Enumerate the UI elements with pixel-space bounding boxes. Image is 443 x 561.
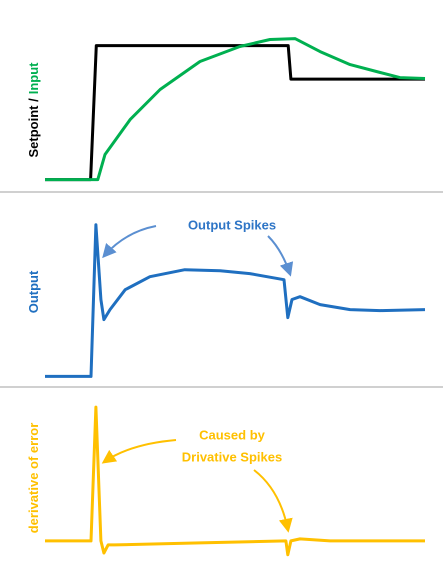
- data-line: [45, 44, 425, 182]
- y-axis-label: derivative of error: [26, 423, 41, 534]
- y-axis-label-part: Input: [26, 62, 41, 94]
- arrow: [102, 225, 157, 259]
- arrow: [267, 235, 294, 277]
- y-axis-label-part: derivative of error: [26, 423, 41, 534]
- data-line: [45, 405, 425, 557]
- annotation: Output Spikes: [188, 217, 276, 232]
- y-axis-label-part: Output: [26, 270, 41, 313]
- y-axis-label-part: Setpoint /: [26, 98, 41, 158]
- y-axis-label: Output: [26, 270, 41, 313]
- y-axis-label: Setpoint / Input: [26, 62, 41, 158]
- annotation: Drivative Spikes: [182, 449, 282, 464]
- data-line: [45, 223, 426, 378]
- arrow: [253, 469, 293, 533]
- arrow: [101, 439, 177, 464]
- data-line: [45, 37, 426, 182]
- annotation: Caused by: [199, 427, 266, 442]
